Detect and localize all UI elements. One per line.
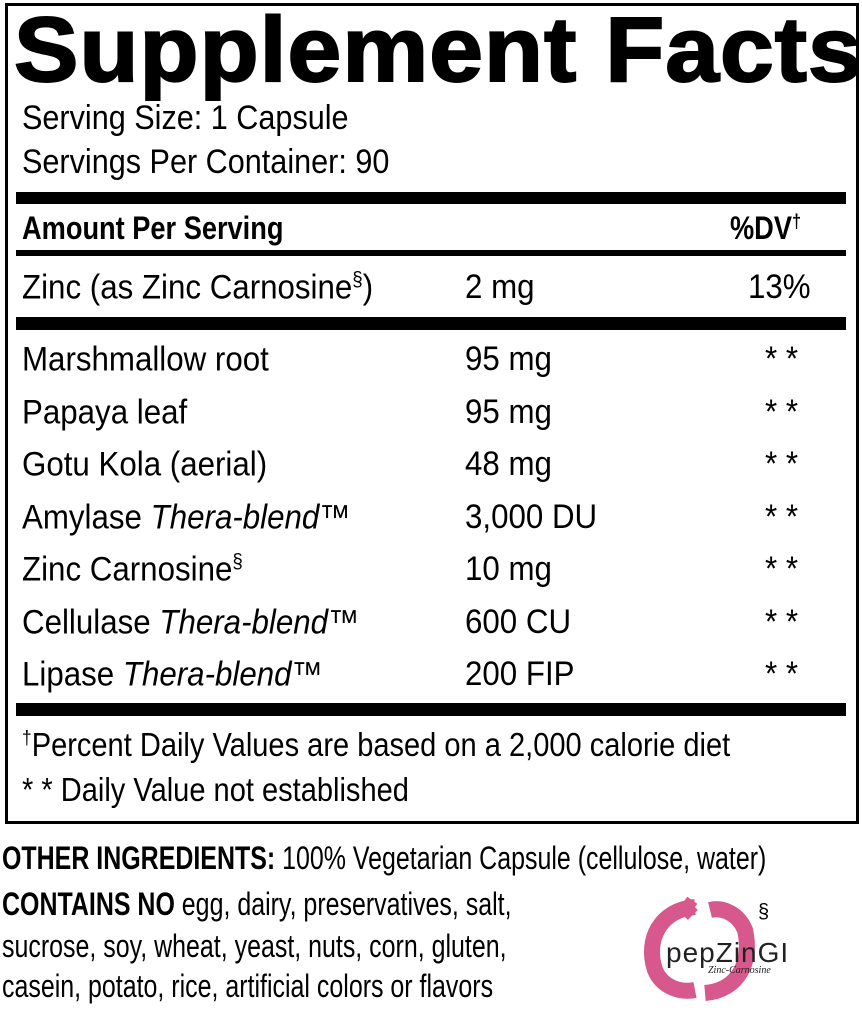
- divider-thick: [16, 703, 846, 716]
- pepzingi-logo: pepZinGI Zinc-Carnosine §: [640, 895, 850, 1005]
- ingredient-name: Marshmallow root: [22, 340, 269, 379]
- zinc-name: Zinc (as Zinc Carnosine: [22, 268, 353, 307]
- ingredient-name: Lipase: [22, 655, 123, 694]
- ingredient-dv: * *: [765, 445, 799, 483]
- ingredient-name: Gotu Kola (aerial): [22, 445, 268, 484]
- ingredient-row-dv: * *: [765, 552, 798, 586]
- ingredient-row-name: Zinc Carnosine§: [22, 550, 243, 589]
- ingredient-name: Zinc Carnosine: [22, 550, 233, 589]
- ingredient-row-name: Gotu Kola (aerial): [22, 447, 267, 481]
- ingredient-row-dv: * *: [765, 500, 798, 534]
- ingredient-row-name: Amylase Thera-blend™: [22, 500, 351, 534]
- ingredient-dv: * *: [765, 602, 799, 641]
- ingredient-dv: * *: [765, 550, 799, 588]
- logo-swirl-icon: [644, 896, 755, 1001]
- ingredient-row-dv: * *: [765, 447, 798, 481]
- footnote-dv-text: Percent Daily Values are based on a 2,00…: [31, 726, 731, 763]
- ingredient-row-dv: * *: [765, 395, 798, 429]
- contains-no-label: CONTAINS NO: [2, 886, 175, 922]
- ingredient-name: Amylase: [22, 497, 151, 536]
- ingredient-name: Papaya leaf: [22, 392, 188, 431]
- ingredient-row-amount: 600 CU: [465, 605, 571, 639]
- ingredient-dv: * *: [765, 340, 799, 378]
- serving-size: Serving Size: 1 Capsule: [22, 99, 349, 137]
- ingredient-brand: Thera-blend™: [150, 497, 351, 536]
- footnote-dv: †Percent Daily Values are based on a 2,0…: [22, 728, 730, 761]
- ingredient-row-name: Lipase Thera-blend™: [22, 657, 323, 691]
- contains-no-line3: casein, potato, rice, artificial colors …: [2, 968, 494, 1004]
- zinc-row-name: Zinc (as Zinc Carnosine§): [22, 268, 374, 307]
- ingredient-amount: 3,000 DU: [465, 497, 598, 536]
- logo-text: pepZinGI: [666, 937, 790, 968]
- contains-no-line2: sucrose, soy, wheat, yeast, nuts, corn, …: [2, 928, 507, 964]
- ingredient-row-amount: 200 FIP: [465, 657, 575, 691]
- ingredient-amount: 10 mg: [465, 550, 552, 588]
- contains-no-text: egg, dairy, preservatives, salt,: [174, 886, 512, 922]
- ingredient-row-amount: 10 mg: [465, 552, 552, 586]
- supplement-facts-panel: [5, 3, 859, 824]
- logo-section-mark: §: [758, 901, 770, 923]
- other-ingredients-text: 100% Vegetarian Capsule (cellulose, wate…: [275, 840, 767, 876]
- ingredient-amount: 95 mg: [465, 340, 552, 378]
- dv-label: %DV: [730, 210, 792, 246]
- ingredient-dv: * *: [765, 655, 799, 693]
- ingredient-amount: 48 mg: [465, 445, 552, 483]
- amount-per-serving-header: Amount Per Serving: [22, 210, 284, 246]
- logo-subtext: Zinc-Carnosine: [708, 965, 771, 976]
- zinc-close: ): [362, 268, 374, 307]
- ingredient-amount: 600 CU: [465, 602, 572, 641]
- section-mark: §: [352, 269, 363, 291]
- dv-header: %DV†: [730, 212, 801, 244]
- ingredient-row-dv: * *: [765, 657, 798, 691]
- ingredient-row-dv: * *: [765, 342, 798, 376]
- divider-thick: [16, 192, 846, 204]
- ingredient-name: Cellulase: [22, 602, 160, 641]
- ingredient-row-dv: * *: [765, 605, 798, 639]
- zinc-dv: 13%: [748, 268, 811, 306]
- ingredient-row-amount: 95 mg: [465, 342, 552, 376]
- ingredient-row-name: Marshmallow root: [22, 342, 269, 376]
- dagger-mark: †: [22, 727, 32, 749]
- contains-no-line1: CONTAINS NO egg, dairy, preservatives, s…: [2, 888, 512, 920]
- ingredient-row-name: Papaya leaf: [22, 395, 187, 429]
- ingredient-brand: Thera-blend™: [159, 602, 360, 641]
- section-mark: §: [232, 551, 243, 573]
- ingredient-brand: Thera-blend™: [122, 655, 323, 694]
- divider-thick: [16, 317, 846, 330]
- divider-thin: [16, 250, 846, 256]
- ingredient-amount: 200 FIP: [465, 655, 575, 693]
- other-ingredients: OTHER INGREDIENTS: 100% Vegetarian Capsu…: [2, 842, 766, 874]
- footnote-not-established: * * Daily Value not established: [22, 771, 409, 808]
- dagger-mark: †: [791, 211, 802, 233]
- ingredient-row-amount: 48 mg: [465, 447, 552, 481]
- zinc-amount: 2 mg: [465, 268, 535, 306]
- ingredient-row-name: Cellulase Thera-blend™: [22, 605, 359, 639]
- ingredient-row-amount: 95 mg: [465, 395, 552, 429]
- panel-title: Supplement Facts: [13, 0, 862, 101]
- ingredient-dv: * *: [765, 497, 799, 536]
- ingredient-amount: 95 mg: [465, 392, 552, 431]
- ingredient-row-amount: 3,000 DU: [465, 500, 597, 534]
- ingredient-dv: * *: [765, 392, 799, 431]
- servings-per-container: Servings Per Container: 90: [22, 143, 390, 181]
- other-ingredients-label: OTHER INGREDIENTS:: [2, 840, 276, 876]
